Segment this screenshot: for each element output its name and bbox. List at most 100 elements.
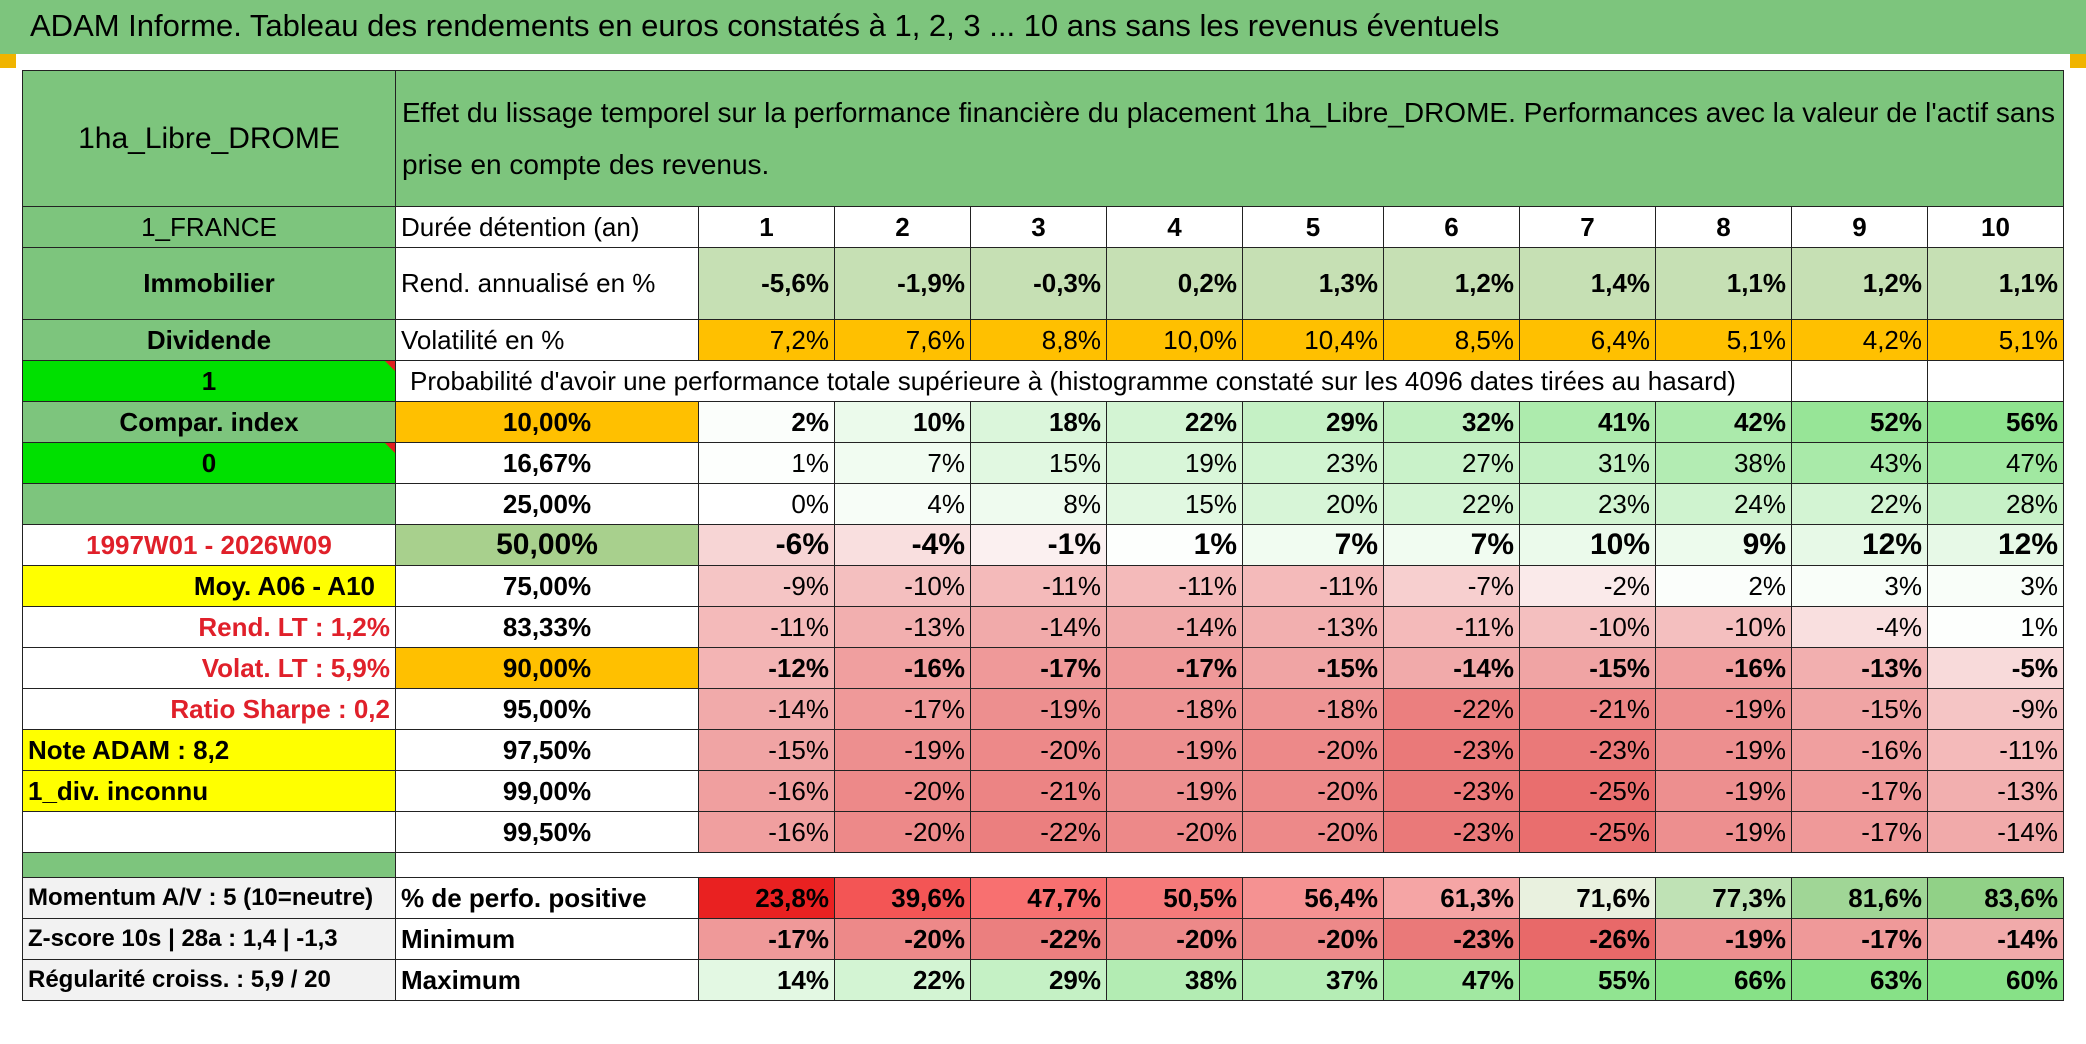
stat-label: Régularité croiss. : 5,9 / 20 bbox=[22, 959, 396, 1001]
percentile-cell: 15% bbox=[970, 442, 1107, 484]
percentile-cell: 27% bbox=[1383, 442, 1520, 484]
percentile-cell: -16% bbox=[1791, 729, 1928, 771]
percentile-cell: -10% bbox=[834, 565, 971, 607]
percentile-cell: -20% bbox=[1242, 729, 1384, 771]
percentile-cell: -25% bbox=[1519, 770, 1656, 812]
percentile-cell: 2% bbox=[1655, 565, 1792, 607]
percentile-cell: -21% bbox=[1519, 688, 1656, 730]
corner-marker bbox=[2070, 54, 2086, 68]
percentile-cell: -4% bbox=[834, 524, 971, 566]
percentile-cell: -23% bbox=[1519, 729, 1656, 771]
minimum-cell: -26% bbox=[1519, 918, 1656, 960]
compar-index-label: Compar. index bbox=[22, 401, 396, 443]
percentile-cell: -19% bbox=[834, 729, 971, 771]
rend-cell: -1,9% bbox=[834, 247, 971, 320]
percentile-cell: -23% bbox=[1383, 811, 1520, 853]
percentile-cell: 32% bbox=[1383, 401, 1520, 443]
percentile-cell: -10% bbox=[1519, 606, 1656, 648]
volat-label: Volatilité en % bbox=[395, 319, 699, 361]
duration-label: Durée détention (an) bbox=[395, 206, 699, 248]
percentile-cell: -16% bbox=[698, 770, 835, 812]
percentile-cell: -20% bbox=[1242, 811, 1384, 853]
minimum-cell: -20% bbox=[834, 918, 971, 960]
percentile-cell: -9% bbox=[698, 565, 835, 607]
year-header-5: 5 bbox=[1242, 206, 1384, 248]
percentile-cell: -16% bbox=[834, 647, 971, 689]
empty-cell bbox=[22, 811, 396, 853]
positive-cell: 47,7% bbox=[970, 877, 1107, 919]
percentile-cell: 3% bbox=[1791, 565, 1928, 607]
percentile-cell: 1% bbox=[698, 442, 835, 484]
year-header-8: 8 bbox=[1655, 206, 1792, 248]
percentile-cell: 22% bbox=[1383, 483, 1520, 525]
percentile-cell: -20% bbox=[1106, 811, 1243, 853]
percentile-cell: -20% bbox=[970, 729, 1107, 771]
percentile-cell: 43% bbox=[1791, 442, 1928, 484]
stat-row-label: Minimum bbox=[395, 918, 699, 960]
percentile-cell: -19% bbox=[1655, 770, 1792, 812]
percentile-cell: -1% bbox=[970, 524, 1107, 566]
percentile-label: 99,50% bbox=[395, 811, 699, 853]
flag-one: 1 bbox=[22, 360, 396, 402]
percentile-cell: -13% bbox=[834, 606, 971, 648]
empty-green-cell bbox=[22, 483, 396, 525]
percentile-label: 50,00% bbox=[395, 524, 699, 566]
minimum-cell: -14% bbox=[1927, 918, 2064, 960]
header-description: Effet du lissage temporel sur la perform… bbox=[395, 70, 2064, 207]
minimum-cell: -17% bbox=[698, 918, 835, 960]
separator-cell bbox=[22, 852, 396, 878]
percentile-cell: 56% bbox=[1927, 401, 2064, 443]
percentile-cell: -10% bbox=[1655, 606, 1792, 648]
maximum-cell: 47% bbox=[1383, 959, 1520, 1001]
percentile-cell: -11% bbox=[698, 606, 835, 648]
percentile-cell: -11% bbox=[1242, 565, 1384, 607]
percentile-label: 95,00% bbox=[395, 688, 699, 730]
percentile-cell: -20% bbox=[834, 770, 971, 812]
percentile-cell: -12% bbox=[698, 647, 835, 689]
percentile-cell: -14% bbox=[698, 688, 835, 730]
rend-cell: 1,3% bbox=[1242, 247, 1384, 320]
percentile-cell: -11% bbox=[1927, 729, 2064, 771]
percentile-cell: -9% bbox=[1927, 688, 2064, 730]
maximum-cell: 60% bbox=[1927, 959, 2064, 1001]
asset-name: 1ha_Libre_DROME bbox=[22, 70, 396, 207]
percentile-label: 10,00% bbox=[395, 401, 699, 443]
percentile-cell: 41% bbox=[1519, 401, 1656, 443]
percentile-cell: -17% bbox=[1106, 647, 1243, 689]
percentile-label: 90,00% bbox=[395, 647, 699, 689]
percentile-cell: -19% bbox=[970, 688, 1107, 730]
year-header-7: 7 bbox=[1519, 206, 1656, 248]
percentile-cell: 15% bbox=[1106, 483, 1243, 525]
volat-lt-label: Volat. LT : 5,9% bbox=[22, 647, 396, 689]
percentile-cell: 22% bbox=[1106, 401, 1243, 443]
positive-cell: 39,6% bbox=[834, 877, 971, 919]
probability-label: Probabilité d'avoir une performance tota… bbox=[395, 360, 1792, 402]
stat-label: Momentum A/V : 5 (10=neutre) bbox=[22, 877, 396, 919]
year-header-6: 6 bbox=[1383, 206, 1520, 248]
percentile-label: 75,00% bbox=[395, 565, 699, 607]
percentile-cell: 4% bbox=[834, 483, 971, 525]
positive-cell: 61,3% bbox=[1383, 877, 1520, 919]
year-header-10: 10 bbox=[1927, 206, 2064, 248]
maximum-cell: 37% bbox=[1242, 959, 1384, 1001]
percentile-cell: -19% bbox=[1655, 729, 1792, 771]
volat-cell: 4,2% bbox=[1791, 319, 1928, 361]
corner-marker bbox=[0, 54, 16, 68]
percentile-cell: 31% bbox=[1519, 442, 1656, 484]
year-header-3: 3 bbox=[970, 206, 1107, 248]
percentile-cell: 19% bbox=[1106, 442, 1243, 484]
returns-table: 1ha_Libre_DROME Effet du lissage tempore… bbox=[22, 70, 2064, 1001]
percentile-cell: 38% bbox=[1655, 442, 1792, 484]
percentile-cell: -14% bbox=[1927, 811, 2064, 853]
category-label: Immobilier bbox=[22, 247, 396, 320]
percentile-cell: -11% bbox=[970, 565, 1107, 607]
percentile-cell: -17% bbox=[1791, 770, 1928, 812]
percentile-cell: -18% bbox=[1242, 688, 1384, 730]
percentile-cell: -22% bbox=[1383, 688, 1520, 730]
percentile-cell: 47% bbox=[1927, 442, 2064, 484]
percentile-cell: 18% bbox=[970, 401, 1107, 443]
percentile-cell: 22% bbox=[1791, 483, 1928, 525]
percentile-cell: -20% bbox=[834, 811, 971, 853]
maximum-cell: 38% bbox=[1106, 959, 1243, 1001]
percentile-cell: -18% bbox=[1106, 688, 1243, 730]
